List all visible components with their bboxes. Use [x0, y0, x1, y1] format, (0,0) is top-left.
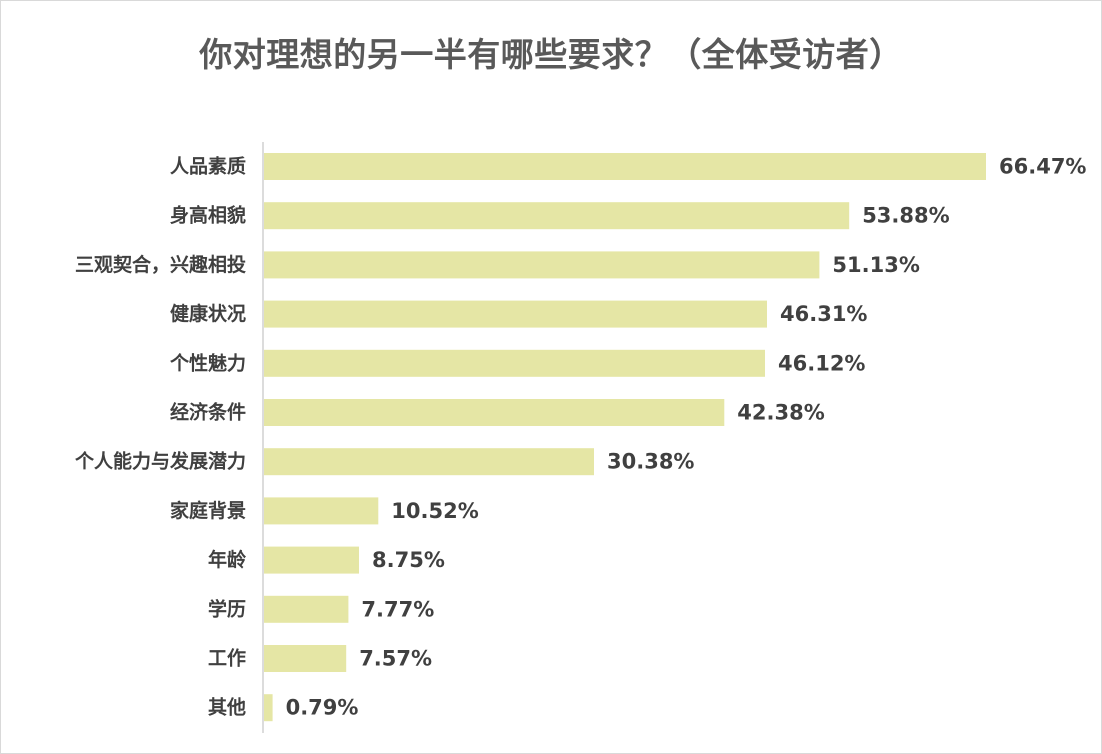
- category-label-5: 经济条件: [170, 401, 246, 424]
- bar-10: [264, 645, 347, 672]
- chart-title: 你对理想的另一半有哪些要求？（全体受访者）: [199, 35, 903, 74]
- category-label-1: 身高相貌: [170, 204, 246, 227]
- bar-5: [264, 399, 725, 426]
- value-label-10: 7.57%: [359, 647, 432, 671]
- value-label-2: 51.13%: [832, 253, 919, 277]
- value-label-3: 46.31%: [780, 302, 867, 326]
- bar-8: [264, 546, 359, 574]
- value-label-9: 7.77%: [361, 597, 434, 621]
- value-label-1: 53.88%: [862, 204, 949, 228]
- category-label-11: 其他: [208, 696, 246, 719]
- value-label-8: 8.75%: [372, 548, 445, 572]
- bar-0: [264, 153, 986, 180]
- category-label-3: 健康状况: [170, 302, 246, 325]
- category-label-10: 工作: [208, 647, 246, 670]
- category-label-8: 年龄: [208, 548, 247, 571]
- bar-2: [264, 251, 820, 279]
- value-label-4: 46.12%: [778, 351, 865, 375]
- bar-1: [264, 202, 850, 230]
- bar-11: [264, 694, 273, 722]
- bar-6: [264, 448, 594, 476]
- category-label-2: 三观契合，兴趣相投: [75, 253, 246, 276]
- category-label-4: 个性魅力: [169, 351, 246, 374]
- value-label-5: 42.38%: [737, 401, 824, 425]
- category-label-6: 个人能力与发展潜力: [74, 450, 246, 473]
- category-label-0: 人品素质: [170, 155, 246, 178]
- value-label-11: 0.79%: [286, 696, 359, 720]
- bar-7: [264, 497, 379, 525]
- bar-9: [264, 595, 349, 623]
- category-label-7: 家庭背景: [170, 499, 246, 522]
- bars-group: 人品素质 66.47% 身高相貌 53.88% 三观契合，兴趣相投 51.13% 健康状况 4…: [74, 153, 1086, 722]
- bar-4: [264, 349, 765, 377]
- value-label-7: 10.52%: [391, 499, 478, 523]
- value-label-6: 30.38%: [607, 450, 694, 474]
- bar-3: [264, 300, 767, 328]
- category-label-9: 学历: [208, 597, 246, 620]
- value-label-0: 66.47%: [999, 155, 1086, 179]
